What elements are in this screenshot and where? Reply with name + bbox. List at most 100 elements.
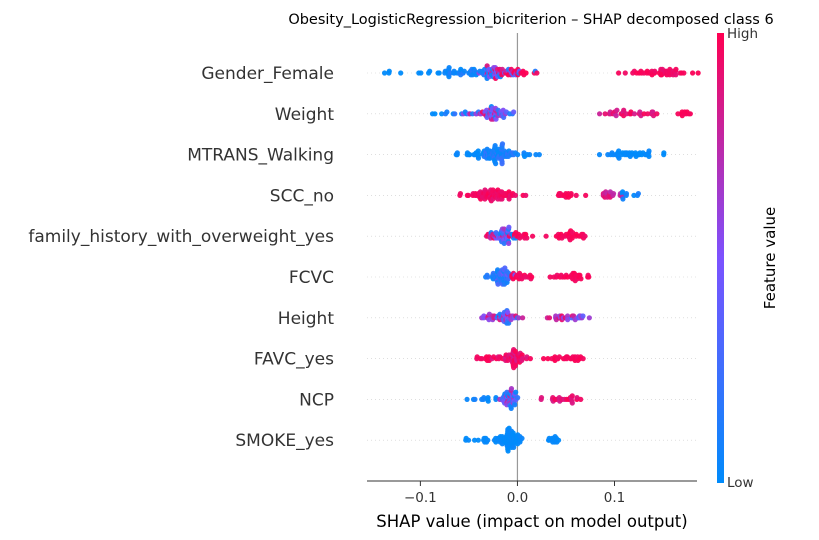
- shap-point: [675, 111, 681, 117]
- shap-point: [586, 274, 592, 280]
- shap-point: [613, 113, 619, 119]
- shap-point: [467, 152, 473, 158]
- shap-point: [631, 111, 638, 117]
- shap-point: [499, 161, 505, 167]
- colorbar-low-label: Low: [727, 475, 754, 491]
- shap-point: [543, 233, 549, 239]
- shap-point: [695, 70, 701, 76]
- feature-label: SMOKE_yes: [235, 431, 334, 451]
- shap-point: [687, 111, 693, 117]
- shap-point: [512, 192, 519, 198]
- shap-point: [512, 402, 518, 408]
- colorbar: High Low Feature value: [717, 26, 779, 491]
- feature-label: FCVC: [289, 268, 334, 288]
- shap-point: [534, 70, 540, 76]
- shap-point: [569, 235, 575, 241]
- shap-point: [436, 70, 442, 76]
- shap-point: [673, 66, 679, 72]
- x-tick-label: 0.0: [507, 490, 528, 506]
- shap-point: [493, 161, 499, 167]
- shap-point: [610, 191, 617, 197]
- shap-point: [569, 400, 575, 406]
- shap-point: [538, 395, 545, 401]
- shap-point: [520, 315, 526, 321]
- shap-point: [573, 192, 579, 198]
- beeswarm-points: [381, 63, 701, 454]
- shap-point: [556, 354, 562, 360]
- shap-point: [580, 356, 586, 362]
- shap-point: [529, 274, 535, 280]
- shap-point: [471, 437, 478, 443]
- shap-point: [569, 393, 575, 399]
- shap-point: [527, 356, 534, 362]
- shap-point: [623, 191, 630, 197]
- shap-point: [511, 444, 517, 450]
- shap-point: [485, 398, 491, 404]
- feature-label: Height: [278, 309, 335, 329]
- shap-point: [568, 191, 574, 197]
- shap-point: [564, 313, 571, 319]
- feature-label: Gender_Female: [201, 64, 334, 84]
- shap-point: [578, 396, 584, 402]
- shap-point: [578, 276, 584, 282]
- shap-point: [641, 111, 647, 117]
- shap-point: [464, 396, 470, 402]
- shap-point: [499, 141, 506, 147]
- shap-point: [485, 437, 491, 443]
- shap-point: [519, 435, 525, 441]
- shap-point: [620, 196, 626, 202]
- shap-point: [661, 150, 667, 156]
- shap-point: [501, 240, 507, 246]
- feature-label: Weight: [275, 105, 335, 125]
- row-guides: [367, 72, 697, 441]
- shap-point: [475, 437, 481, 443]
- shap-point: [523, 192, 529, 198]
- shap-point: [513, 389, 519, 395]
- shap-point: [582, 233, 588, 239]
- shap-point: [645, 111, 651, 117]
- shap-point: [586, 315, 592, 321]
- shap-point: [418, 70, 424, 76]
- shap-point: [545, 356, 551, 362]
- feature-label: family_history_with_overweight_yes: [28, 227, 334, 247]
- shap-point: [481, 395, 487, 401]
- shap-point: [681, 70, 687, 76]
- shap-point: [536, 152, 542, 158]
- shap-point: [505, 448, 511, 454]
- shap-point: [506, 224, 512, 230]
- shap-point: [515, 395, 521, 401]
- shap-point: [547, 274, 553, 280]
- shap-point: [454, 150, 460, 156]
- shap-point: [652, 68, 658, 74]
- feature-label: MTRANS_Walking: [187, 146, 334, 166]
- shap-point: [476, 152, 482, 158]
- shap-point: [508, 386, 515, 392]
- shap-point: [461, 68, 467, 74]
- shap-point: [505, 309, 511, 315]
- shap-point: [616, 70, 622, 76]
- shap-point: [621, 107, 627, 113]
- shap-point: [506, 240, 512, 246]
- feature-label: SCC_no: [270, 186, 334, 206]
- x-axis-ticks: −0.1 0.0 0.1: [404, 481, 625, 506]
- shap-point: [602, 111, 608, 117]
- shap-point: [485, 274, 491, 280]
- shap-point: [452, 111, 458, 117]
- shap-point: [432, 111, 438, 117]
- shap-point: [565, 317, 571, 323]
- shap-point: [512, 363, 519, 369]
- shap-point: [596, 111, 603, 117]
- feature-label: FAVC_yes: [254, 350, 334, 370]
- shap-point: [508, 405, 514, 411]
- colorbar-gradient: [717, 33, 724, 483]
- shap-point: [515, 152, 521, 158]
- shap-point: [444, 109, 450, 115]
- shap-point: [555, 437, 562, 443]
- shap-point: [616, 148, 622, 154]
- shap-point: [469, 111, 476, 117]
- shap-point: [622, 70, 628, 76]
- shap-point: [580, 313, 586, 319]
- feature-labels: Gender_Female Weight MTRANS_Walking SCC_nof…: [28, 64, 334, 451]
